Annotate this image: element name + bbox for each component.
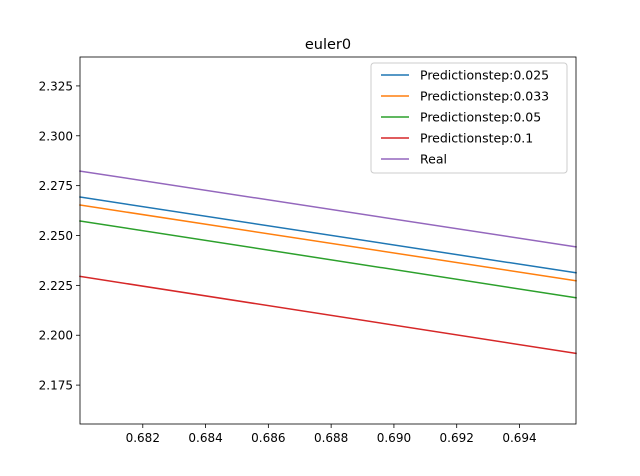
legend-label-4: Real [420,152,447,167]
y-tick-label: 2.300 [39,129,73,143]
plot-frame [79,56,577,425]
series-line-0 [79,196,577,274]
legend: Predictionstep:0.025 Predictionstep:0.033… [370,62,568,174]
y-tick-label: 2.275 [39,179,73,193]
chart-title: euler0 [305,37,351,53]
legend-label-0: Predictionstep:0.025 [420,68,549,83]
y-tick-label: 2.225 [39,279,73,293]
series-line-1 [79,204,577,282]
y-tick-label: 2.200 [39,329,73,343]
axes-layer: 0.682 0.684 0.686 0.688 0.690 0.692 0.694 2.175… [39,56,577,445]
x-tick-label: 0.690 [377,431,411,445]
y-tick-label: 2.325 [39,79,73,93]
legend-frame [370,62,568,174]
y-tick-label: 2.250 [39,229,73,243]
y-tick-label: 2.175 [39,379,73,393]
x-tick-label: 0.688 [314,431,348,445]
legend-label-2: Predictionstep:0.05 [420,110,541,125]
series-layer [79,170,577,355]
x-tick-label: 0.686 [251,431,285,445]
x-tick-label: 0.682 [126,431,160,445]
series-line-3 [79,275,577,355]
x-tick-label: 0.694 [502,431,536,445]
x-tick-label: 0.684 [188,431,222,445]
x-tick-label: 0.692 [440,431,474,445]
legend-label-1: Predictionstep:0.033 [420,89,549,104]
legend-label-3: Predictionstep:0.1 [420,131,533,146]
series-line-2 [79,220,577,299]
series-line-4 [79,170,577,248]
